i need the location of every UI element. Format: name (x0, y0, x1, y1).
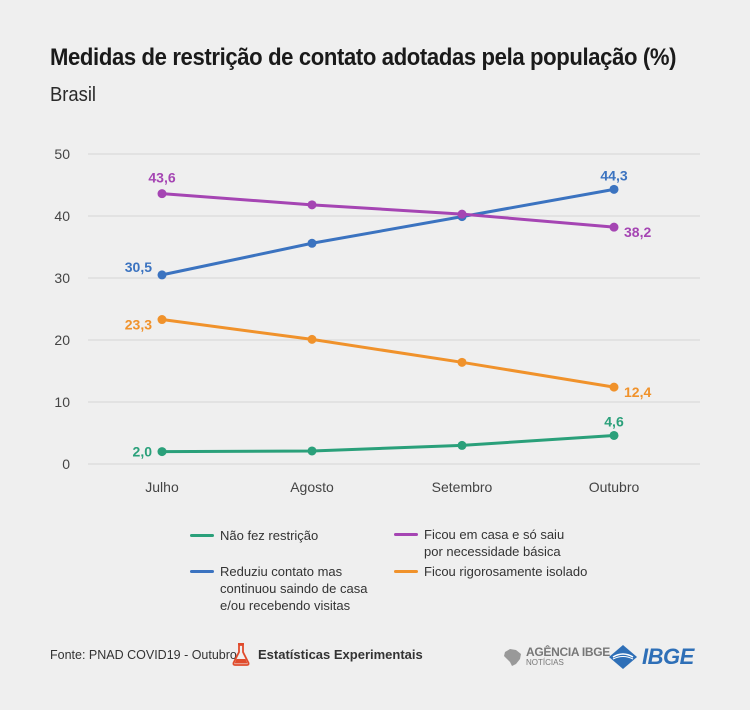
chart-title: Medidas de restrição de contato adotadas… (50, 44, 677, 71)
data-label: 4,6 (604, 413, 624, 429)
series-line (160, 192, 616, 229)
y-tick-label: 40 (54, 208, 70, 224)
data-point (609, 222, 619, 232)
y-tick-label: 0 (62, 456, 70, 472)
agencia-brand: AGÊNCIA IBGE (526, 645, 610, 659)
data-point (457, 209, 467, 219)
legend-label: continuou saindo de casa (220, 581, 368, 596)
data-label: 2,0 (133, 444, 153, 460)
data-point (157, 315, 167, 325)
data-point (609, 184, 619, 194)
data-point (307, 446, 317, 456)
y-tick-label: 50 (54, 146, 70, 162)
legend-label: Ficou em casa e só saiu (424, 527, 565, 542)
data-label: 23,3 (125, 317, 152, 333)
agencia-ibge-logo: AGÊNCIA IBGE NOTÍCIAS (502, 646, 610, 668)
data-point (157, 447, 167, 457)
experimental-stats-label: Estatísticas Experimentais (258, 646, 423, 662)
y-tick-label: 20 (54, 332, 70, 348)
experimental-stats-badge: Estatísticas Experimentais (232, 640, 423, 668)
data-point (307, 334, 317, 344)
data-point (609, 382, 619, 392)
x-tick-label: Setembro (432, 479, 493, 495)
series-line (160, 433, 616, 454)
data-label: 44,3 (600, 167, 627, 183)
data-point (457, 357, 467, 367)
series-line (160, 318, 616, 389)
data-point (307, 200, 317, 210)
data-label: 30,5 (125, 259, 152, 275)
legend-swatch (190, 570, 214, 573)
flask-icon (232, 643, 250, 666)
data-point (157, 189, 167, 199)
legend-label: Reduziu contato mas (220, 564, 343, 579)
chart-subtitle: Brasil (50, 84, 97, 106)
legend-label: por necessidade básica (424, 544, 561, 559)
line-chart: 0 10 20 30 40 50 Julho Agosto Setembro Outubro 2,0… (54, 146, 700, 495)
data-point (307, 238, 317, 248)
ibge-emblem-icon (609, 645, 637, 669)
x-tick-label: Outubro (589, 479, 640, 495)
ibge-wordmark: IBGE (642, 644, 694, 669)
data-point (609, 430, 619, 440)
x-tick-label: Julho (145, 479, 179, 495)
data-point (457, 440, 467, 450)
legend-label: Ficou rigorosamente isolado (424, 564, 588, 579)
legend-label: e/ou recebendo visitas (220, 598, 351, 613)
data-label: 38,2 (624, 224, 651, 240)
legend-label: Não fez restrição (220, 528, 319, 543)
x-tick-label: Agosto (290, 479, 334, 495)
data-label: 43,6 (148, 170, 175, 186)
data-label: 12,4 (624, 384, 651, 400)
data-point (157, 270, 167, 280)
legend-swatch (394, 533, 418, 536)
legend-swatch (394, 570, 418, 573)
agencia-sub: NOTÍCIAS (526, 658, 564, 667)
ibge-logo: IBGE (608, 644, 694, 670)
brazil-map-icon (504, 649, 521, 666)
legend-swatch (190, 534, 214, 537)
source-note: Fonte: PNAD COVID19 - Outubro (50, 648, 237, 662)
series-line (160, 187, 616, 277)
y-tick-label: 10 (54, 394, 70, 410)
y-tick-label: 30 (54, 270, 70, 286)
